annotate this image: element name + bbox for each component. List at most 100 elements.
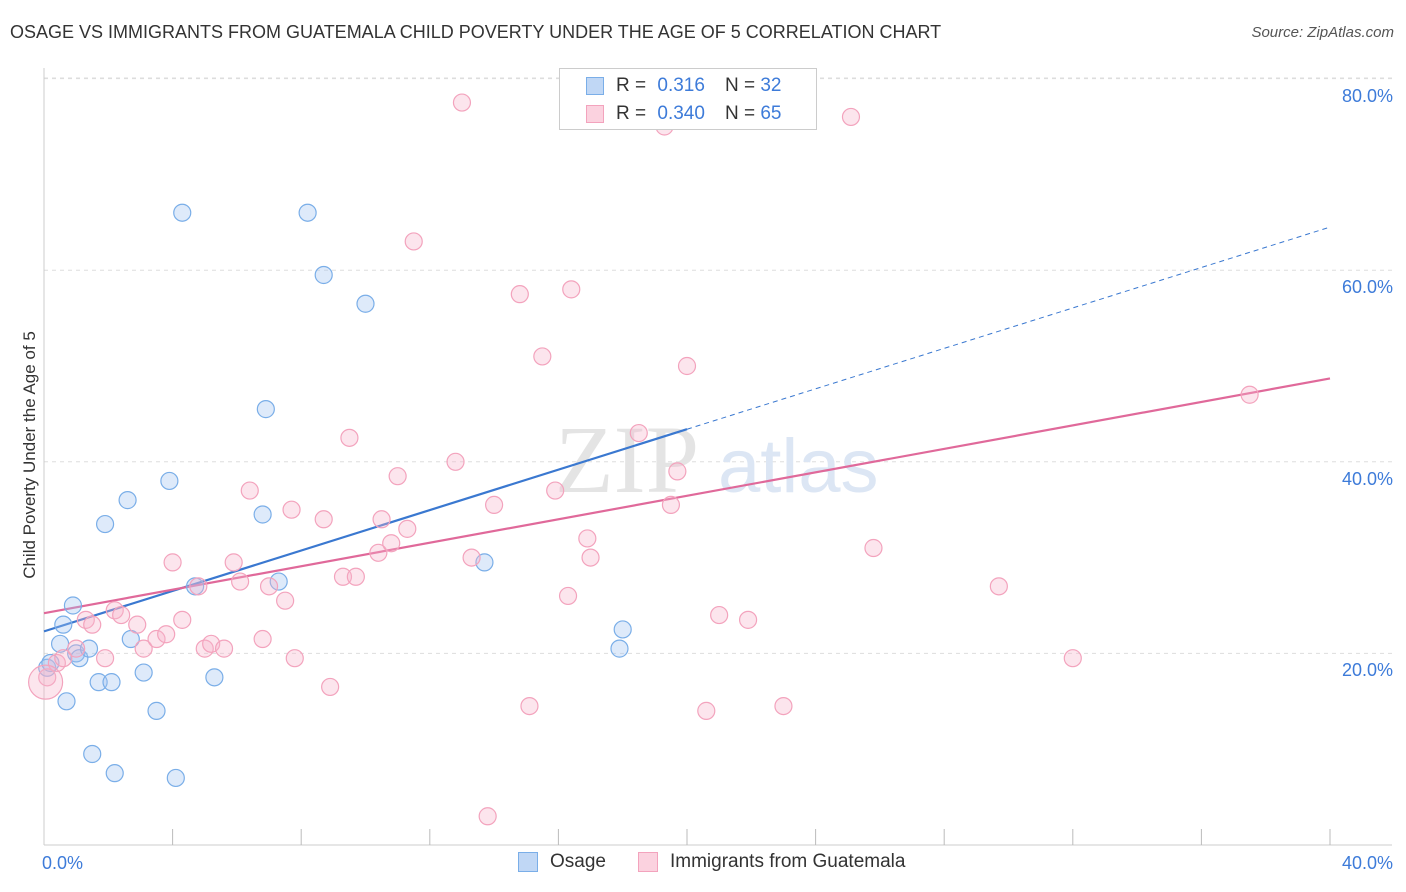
x-tick-label: 0.0% <box>42 853 84 873</box>
osage-point <box>613 620 632 639</box>
guatemala-point <box>67 639 86 658</box>
x-tick-label: 40.0% <box>1341 853 1393 873</box>
guatemala-point <box>163 553 182 572</box>
n-value: 65 <box>760 103 782 124</box>
y-tick-label: 60.0% <box>1341 277 1393 298</box>
guatemala-point <box>369 543 388 562</box>
osage-trend-extension <box>686 226 1331 430</box>
osage-point <box>134 663 153 682</box>
legend-row-osage: R = 0.316 N = 32 <box>586 73 781 99</box>
osage-point <box>147 701 166 720</box>
guatemala-point <box>83 615 102 634</box>
guatemala-point <box>285 649 304 668</box>
guatemala-point <box>520 696 539 716</box>
guatemala-point <box>314 510 333 529</box>
guatemala-swatch <box>586 105 604 123</box>
osage-point <box>54 615 73 634</box>
guatemala-point <box>38 668 57 687</box>
osage-trend-line <box>43 428 688 633</box>
chart-title: OSAGE VS IMMIGRANTS FROM GUATEMALA CHILD… <box>10 22 942 42</box>
guatemala-point <box>282 500 301 519</box>
source-label: Source: ZipAtlas.com <box>1251 24 1394 41</box>
guatemala-point <box>346 567 365 586</box>
guatemala-point <box>333 567 353 586</box>
osage-legend-swatch <box>518 852 538 872</box>
guatemala-point <box>388 467 407 486</box>
guatemala-point <box>581 548 600 567</box>
guatemala-point <box>677 356 697 376</box>
watermark-zip: ZIP <box>555 406 699 513</box>
guatemala-point <box>321 677 340 697</box>
watermark-atlas: atlas <box>718 424 879 509</box>
guatemala-point <box>134 639 153 658</box>
osage-point <box>298 203 317 222</box>
y-tick-label: 40.0% <box>1341 468 1393 489</box>
n-label: N = <box>724 75 756 96</box>
guatemala-point <box>462 548 481 567</box>
guatemala-point <box>485 495 504 515</box>
guatemala-point <box>841 107 861 127</box>
legend-item-guatemala: Immigrants from Guatemala <box>638 851 905 873</box>
guatemala-legend-swatch <box>638 852 658 872</box>
osage-point <box>63 596 83 615</box>
guatemala-point <box>231 572 250 591</box>
guatemala-point <box>54 649 73 668</box>
osage-point <box>95 514 115 534</box>
guatemala-point <box>276 591 295 610</box>
guatemala-point <box>738 610 758 629</box>
n-label: N = <box>724 103 756 124</box>
n-value: 32 <box>760 75 782 96</box>
guatemala-point <box>398 519 417 538</box>
osage-point <box>205 668 224 687</box>
guatemala-point <box>1240 385 1259 404</box>
guatemala-point <box>112 605 131 625</box>
data-points <box>28 93 1259 826</box>
guatemala-point <box>510 285 529 304</box>
guatemala-point <box>774 696 793 716</box>
guatemala-point <box>157 625 176 644</box>
guatemala-point <box>404 232 423 251</box>
legend-row-guatemala: R = 0.340 N = 65 <box>586 101 781 127</box>
guatemala-point <box>546 481 565 500</box>
guatemala-point <box>558 586 578 606</box>
guatemala-point <box>710 605 729 625</box>
guatemala-point <box>240 481 259 500</box>
guatemala-point <box>578 529 597 548</box>
guatemala-point <box>446 452 465 471</box>
guatemala-point <box>629 423 648 443</box>
osage-point <box>256 400 275 419</box>
guatemala-point <box>697 701 716 720</box>
guatemala-point <box>95 649 115 668</box>
guatemala-point <box>668 462 687 481</box>
guatemala-point <box>562 280 581 299</box>
guatemala-point-large <box>28 664 64 700</box>
osage-point <box>57 692 76 711</box>
guatemala-point <box>661 495 681 515</box>
guatemala-point <box>372 510 391 529</box>
guatemala-point <box>224 553 243 572</box>
guatemala-trend-line <box>43 377 1331 615</box>
osage-point <box>610 639 629 658</box>
guatemala-point <box>214 639 234 658</box>
guatemala-point <box>147 629 166 649</box>
r-value: 0.316 <box>657 75 705 96</box>
y-tick-label: 80.0% <box>1341 85 1393 106</box>
legend-item-osage: Osage <box>518 851 606 873</box>
trend-lines <box>43 226 1331 633</box>
osage-point <box>83 744 102 764</box>
osage-legend-label: Osage <box>550 851 606 872</box>
r-label: R = <box>616 103 647 124</box>
correlation-legend: R = 0.316 N = 32 R = 0.340 N = 65 <box>559 68 817 130</box>
guatemala-point <box>173 610 192 629</box>
osage-point <box>173 203 192 222</box>
osage-point <box>89 673 108 692</box>
guatemala-legend-label: Immigrants from Guatemala <box>670 851 906 872</box>
guatemala-point <box>1063 649 1082 668</box>
y-tick-label: 20.0% <box>1341 660 1393 681</box>
osage-point <box>79 639 99 658</box>
watermark: ZIP atlas <box>555 406 879 513</box>
osage-point <box>314 265 333 285</box>
guatemala-point <box>533 347 552 366</box>
guatemala-point <box>864 538 883 558</box>
